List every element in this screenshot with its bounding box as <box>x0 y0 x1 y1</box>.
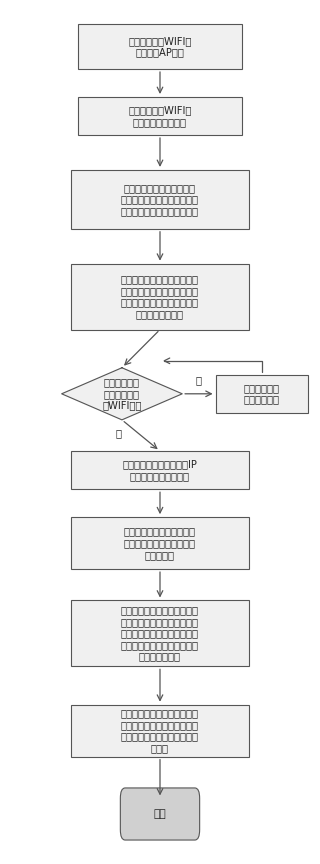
Text: 设置控制器的WIFI通
讯模块在AP模式: 设置控制器的WIFI通 讯模块在AP模式 <box>128 35 192 57</box>
Text: 打开移动终端的专用应用程
序，将保存的最近设备运行数
据时间戳和序号下传到控制器: 打开移动终端的专用应用程 序，将保存的最近设备运行数 据时间戳和序号下传到控制器 <box>121 182 199 216</box>
Text: 无: 无 <box>196 375 202 384</box>
Bar <box>71 600 249 666</box>
Text: 打开移动终端WIFI连
接，并选择到控制器: 打开移动终端WIFI连 接，并选择到控制器 <box>128 105 192 127</box>
Text: 是: 是 <box>116 429 122 438</box>
Text: 移动终端有连
接到移动网络
或WIFI网络: 移动终端有连 接到移动网络 或WIFI网络 <box>102 378 142 410</box>
Text: 移动终端按云服务器给的时间
戳和序号，将保存在时间戳和
序号后的运行数据组织成数据
包，并上传到云服务器，确保
数据记录的同步: 移动终端按云服务器给的时间 戳和序号，将保存在时间戳和 序号后的运行数据组织成数… <box>121 605 199 662</box>
Bar <box>71 170 249 229</box>
FancyBboxPatch shape <box>120 788 200 840</box>
Bar <box>215 375 308 413</box>
Text: 云服务器将数据分析的结果下
传移动终端，让用户了解设备
的运行状况，保养状况，故障
原因等: 云服务器将数据分析的结果下 传移动终端，让用户了解设备 的运行状况，保养状况，故… <box>121 708 199 753</box>
Bar <box>71 264 249 329</box>
Text: 移动终端根据预设服务器IP
自动连接到云服务器端: 移动终端根据预设服务器IP 自动连接到云服务器端 <box>123 460 197 481</box>
Text: 控制器按移动终端给的时间戳
和序号，将保存在时间戳和序
号后的的数据组织成数据包，
并上传到移动终端: 控制器按移动终端给的时间戳 和序号，将保存在时间戳和序 号后的的数据组织成数据包… <box>121 274 199 319</box>
Text: 等待移动终端
连接到互联网: 等待移动终端 连接到互联网 <box>244 383 279 404</box>
Text: 云服务器将之前保存的设备
运行数据时间戳和序号下传
到移动终端: 云服务器将之前保存的设备 运行数据时间戳和序号下传 到移动终端 <box>124 526 196 560</box>
Polygon shape <box>62 368 182 420</box>
Bar <box>71 705 249 757</box>
Bar <box>71 517 249 569</box>
Bar <box>77 97 243 135</box>
Bar <box>71 451 249 489</box>
Bar <box>77 24 243 69</box>
Text: 结束: 结束 <box>154 809 166 819</box>
